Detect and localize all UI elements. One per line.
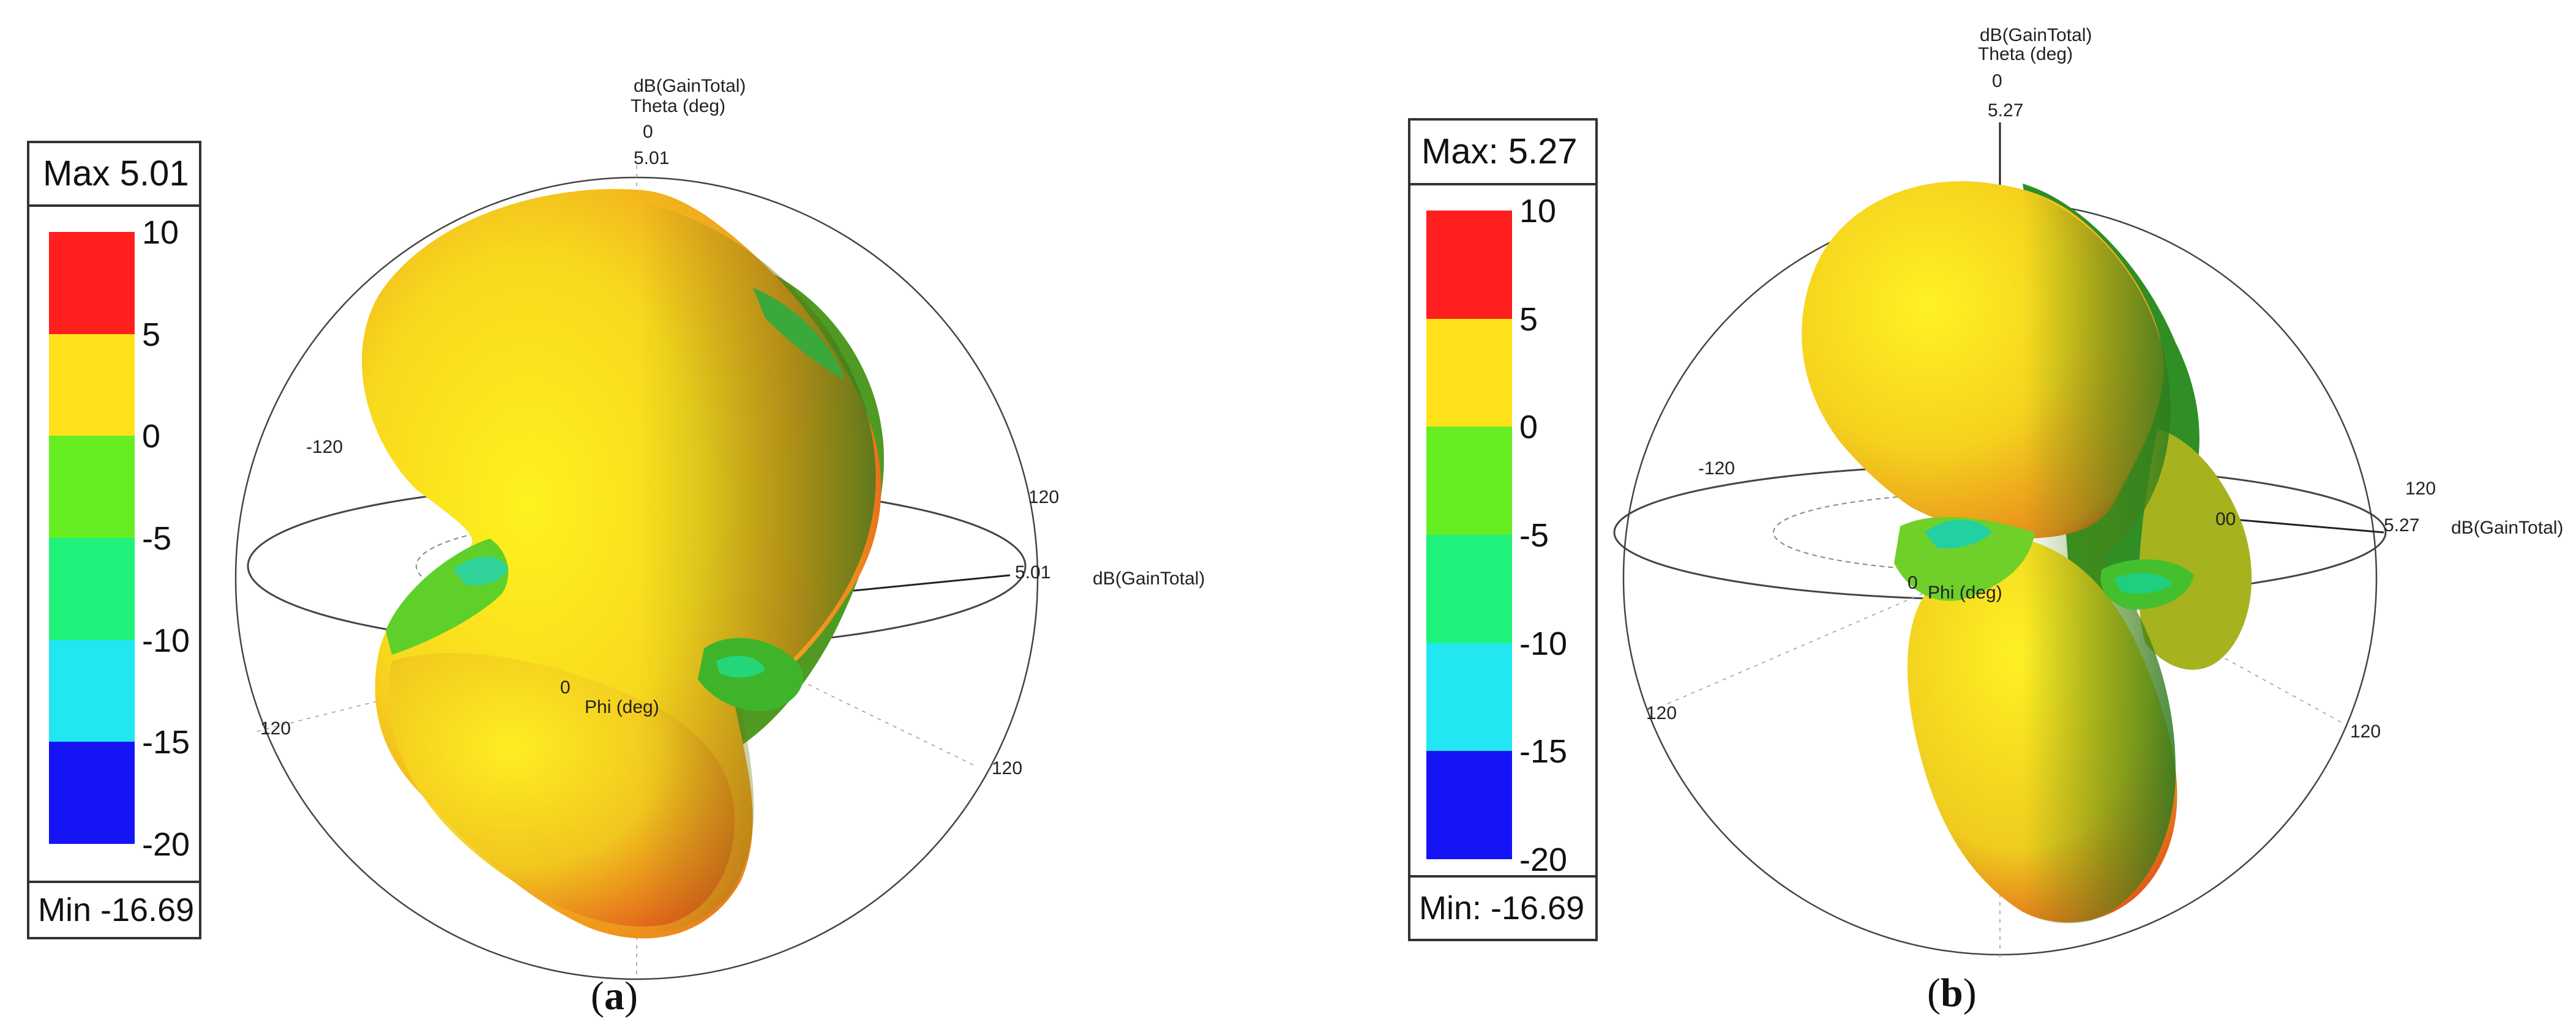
- panel-a: Max 5.01 10 5 0 -5 -10 -15 -20 Min -16.69: [27, 76, 1205, 1018]
- phi-zero: 0: [1908, 573, 1918, 593]
- colorbar-swatch: [1426, 211, 1512, 319]
- colorbar-tick-label: -10: [142, 622, 190, 659]
- colorbar-swatch: [49, 232, 135, 334]
- colorbar-swatch: [1426, 643, 1512, 751]
- null-left-core: [453, 556, 508, 586]
- phi-tick-bottom-right: 120: [992, 758, 1022, 778]
- colorbar-swatch: [49, 436, 135, 538]
- phi-tick-right: 120: [2405, 479, 2436, 499]
- colorbar-swatch: [1426, 318, 1512, 427]
- colorbar-legend: Max 5.01 10 5 0 -5 -10 -15 -20 Min -16.69: [27, 141, 201, 939]
- phi-tick-bottom-left: 120: [260, 718, 291, 739]
- title-line1: dB(GainTotal): [634, 76, 746, 96]
- null-right-core: [2114, 573, 2173, 594]
- colorbar-tick-label: 10: [142, 214, 179, 251]
- phi-label: Phi (deg): [1928, 583, 2002, 603]
- colorbar-tick-label: -5: [142, 520, 172, 557]
- radiation-pattern-3d: dB(GainTotal) Theta (deg) 0 5.01 -120 12…: [234, 76, 1205, 980]
- legend-min: Min -16.69: [29, 881, 199, 937]
- colorbar-tick-label: 0: [142, 418, 161, 455]
- colorbar-swatch: [49, 742, 135, 844]
- phi-tick-bottom-right: 120: [2350, 722, 2381, 742]
- lobe-rim: [753, 288, 845, 379]
- colorbar-tick-label: 5: [142, 316, 161, 353]
- right-axis-label: dB(GainTotal): [2451, 518, 2563, 538]
- right-zero: 00: [2215, 509, 2236, 529]
- theta-zero: 0: [643, 122, 653, 142]
- colorbar-tick-label: -10: [1519, 625, 1568, 662]
- colorbar-tick-label: 10: [1519, 193, 1557, 229]
- colorbar-tick-label: -15: [1519, 733, 1568, 770]
- lobe-shade: [2023, 190, 2176, 924]
- phi-tick-right: 120: [1028, 487, 1059, 507]
- legend-min: Min: -16.69: [1410, 875, 1595, 939]
- colorbar-swatches: 10 5 0 -5 -10 -15 -20: [49, 216, 190, 861]
- colorbar-swatch: [1426, 535, 1512, 643]
- colorbar-tick-label: -5: [1519, 517, 1549, 554]
- colorbar-tick-label: 5: [1519, 300, 1538, 338]
- colorbar-swatch: [49, 334, 135, 436]
- right-axis-label: dB(GainTotal): [1093, 569, 1205, 589]
- right-value: 5.27: [2384, 515, 2419, 535]
- lobe-right: [2138, 428, 2252, 670]
- colorbar-swatch: [1426, 427, 1512, 535]
- colorbar-tick-label: -20: [1519, 841, 1568, 878]
- phi-guide-left: [1667, 587, 1938, 704]
- colorbar-tick-label: -15: [142, 724, 190, 761]
- radiation-pattern-3d: dB(GainTotal) Theta (deg) 0 5.27 -120 12…: [1613, 25, 2563, 961]
- phi-tick-bottom-left: 120: [1646, 703, 1677, 723]
- null-left: [1925, 520, 1992, 549]
- colorbar-tick-label: 0: [1519, 409, 1538, 446]
- title-line1: dB(GainTotal): [1980, 25, 2092, 45]
- null-right-core: [716, 655, 765, 677]
- phi-label: Phi (deg): [585, 697, 659, 717]
- title-line2: Theta (deg): [1978, 44, 2073, 64]
- theta-zero: 0: [1992, 71, 2002, 91]
- phi-zero: 0: [560, 677, 571, 698]
- colorbar-legend: Max: 5.27 10 5 0 -5 -10 -15 -20 Min: -16.69: [1408, 118, 1598, 941]
- colorbar-swatch: [49, 640, 135, 742]
- caption-a: (a): [591, 974, 638, 1018]
- legend-max: Max 5.01: [29, 143, 199, 207]
- right-value: 5.01: [1015, 562, 1050, 583]
- lobe-shade: [637, 202, 876, 933]
- max-value: 5.01: [634, 148, 669, 168]
- colorbar-swatches: 10 5 0 -5 -10 -15 -20: [1426, 195, 1567, 876]
- phi-tick-left: -120: [306, 437, 343, 457]
- title-line2: Theta (deg): [631, 96, 725, 116]
- phi-guide-right: [734, 648, 974, 766]
- colorbar-swatch: [49, 538, 135, 640]
- caption-b: (b): [1927, 971, 1977, 1015]
- panel-b: Max: 5.27 10 5 0 -5 -10 -15 -20 Min: -16.69: [1288, 0, 2576, 1033]
- colorbar-swatch: [1426, 751, 1512, 859]
- legend-max: Max: 5.27: [1410, 121, 1595, 185]
- phi-tick-left: -120: [1698, 458, 1735, 479]
- max-value: 5.27: [1988, 100, 2023, 121]
- colorbar-tick-label: -20: [142, 826, 190, 863]
